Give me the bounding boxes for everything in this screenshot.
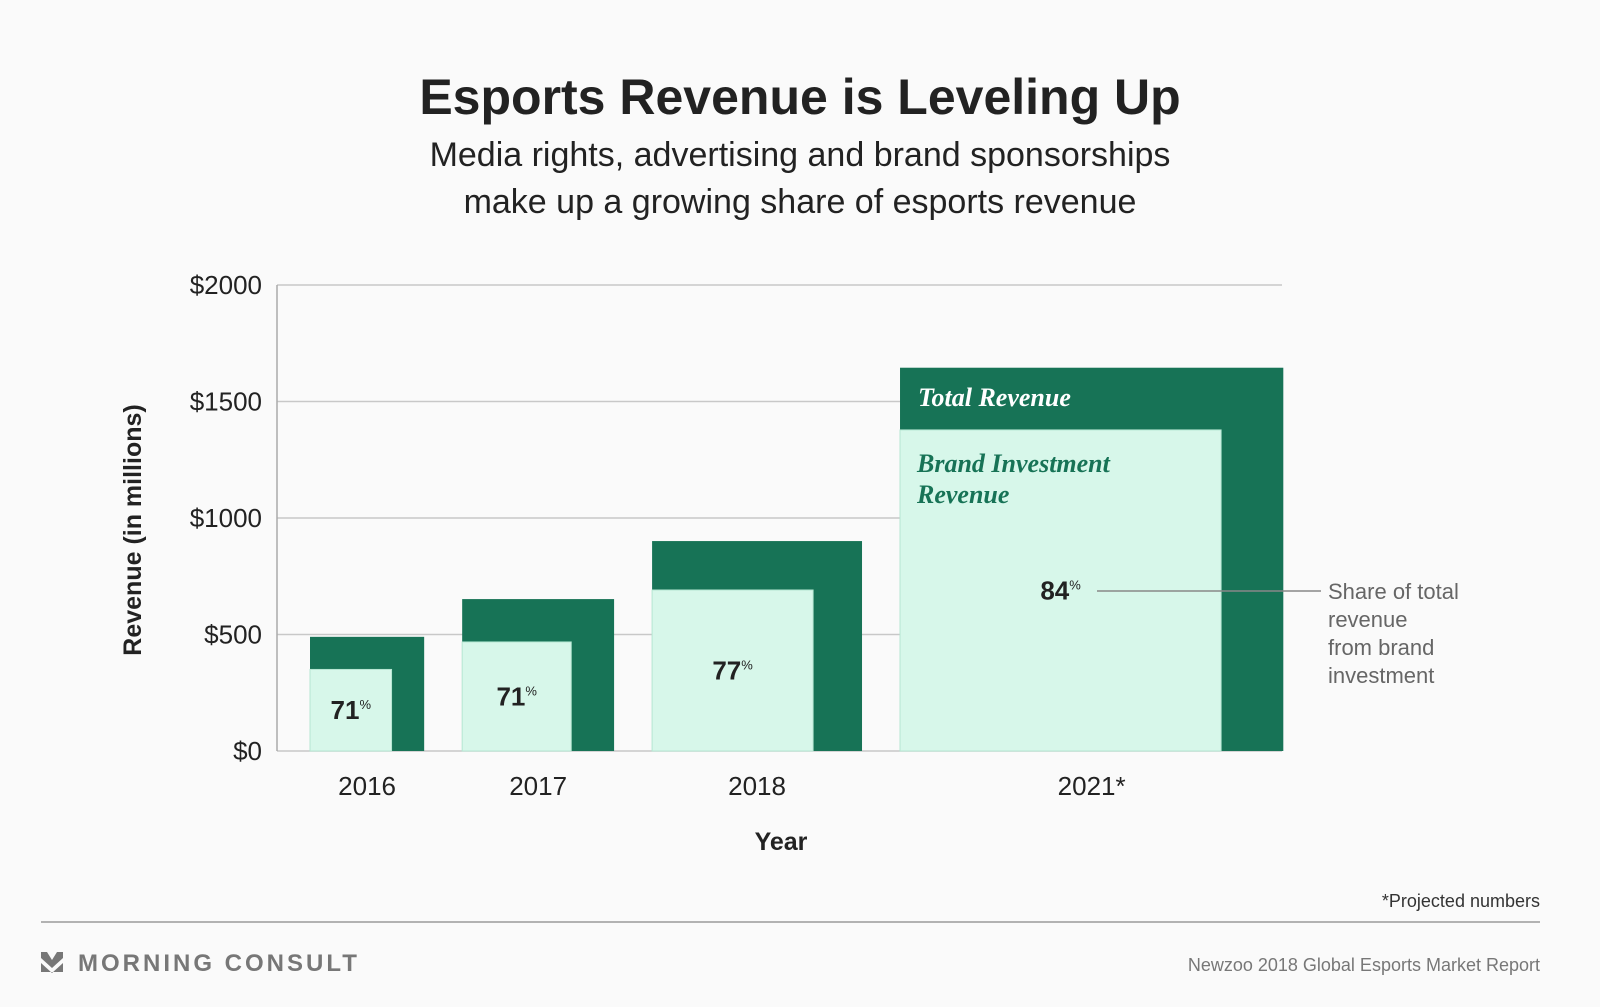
annotation-line-4: investment <box>1328 663 1434 688</box>
x-tick-label: 2017 <box>509 771 567 801</box>
morning-consult-logo-icon <box>41 952 63 973</box>
annotation-text: Share of total revenue from brand invest… <box>1328 579 1459 688</box>
bars: 71% 71% 77% 84% <box>309 367 1284 752</box>
x-tick-label: 2018 <box>728 771 786 801</box>
share-label: 77% <box>712 655 753 685</box>
y-axis-ticks: $0 $500 $1000 $1500 $2000 <box>190 270 262 766</box>
source: Newzoo 2018 Global Esports Market Report <box>1188 955 1540 975</box>
chart-title: Esports Revenue is Leveling Up <box>419 69 1180 125</box>
logo-text: MORNING CONSULT <box>78 950 360 977</box>
footnote: *Projected numbers <box>1382 891 1540 911</box>
y-tick-label: $500 <box>204 620 262 650</box>
y-axis-label: Revenue (in millions) <box>119 404 147 655</box>
legend-brand-revenue-line-1: Brand Investment <box>916 449 1111 478</box>
bar-brand-2017 <box>461 641 572 752</box>
x-tick-label: 2016 <box>338 771 396 801</box>
x-axis-label: Year <box>755 828 808 856</box>
share-label: 71% <box>496 681 537 711</box>
bar-brand-2016 <box>309 668 393 752</box>
share-label: 84% <box>1040 575 1081 605</box>
chart-subtitle-line-1: Media rights, advertising and brand spon… <box>430 136 1171 174</box>
y-tick-label: $1000 <box>190 503 262 533</box>
legend-total-revenue: Total Revenue <box>918 383 1071 412</box>
annotation-line-2: revenue <box>1328 607 1408 632</box>
chart-subtitle-line-2: make up a growing share of esports reven… <box>464 183 1137 221</box>
y-tick-label: $1500 <box>190 387 262 417</box>
x-axis-ticks: 2016 2017 2018 2021* <box>338 771 1125 801</box>
share-label: 71% <box>331 695 372 725</box>
x-tick-label: 2021* <box>1058 771 1126 801</box>
legend-brand-revenue-line-2: Revenue <box>916 480 1009 509</box>
y-tick-label: $0 <box>233 736 262 766</box>
bar-brand-2018 <box>651 589 814 752</box>
annotation-line-1: Share of total <box>1328 579 1459 604</box>
annotation-line-3: from brand <box>1328 635 1434 660</box>
y-tick-label: $2000 <box>190 270 262 300</box>
